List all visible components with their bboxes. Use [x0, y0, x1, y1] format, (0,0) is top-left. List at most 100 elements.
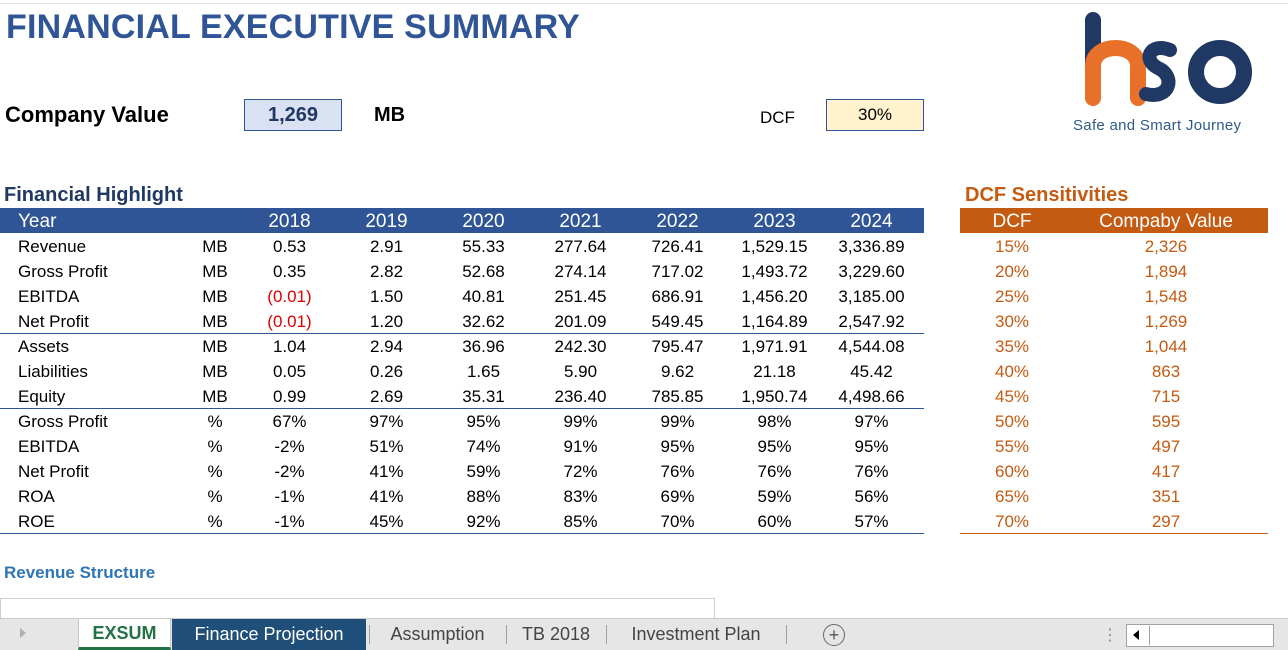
value-cell[interactable]: 3,336.89 — [838, 237, 905, 256]
row-unit[interactable]: % — [207, 462, 223, 481]
value-cell[interactable]: 1.65 — [466, 362, 501, 381]
value-cell[interactable]: 686.91 — [651, 287, 704, 306]
row-label[interactable]: EBITDA — [18, 437, 80, 456]
value-cell[interactable]: 9.62 — [660, 362, 695, 381]
value-cell[interactable]: 99% — [563, 412, 598, 431]
company-value-cell[interactable]: 715 — [1151, 387, 1181, 406]
value-cell[interactable]: -2% — [274, 462, 305, 481]
value-cell[interactable]: 67% — [272, 412, 307, 431]
value-cell[interactable]: 1.04 — [272, 337, 307, 356]
company-value-cell[interactable]: 1,269 — [1144, 312, 1188, 331]
company-value-cell[interactable]: 2,326 — [1144, 237, 1188, 256]
value-cell[interactable]: 726.41 — [651, 237, 704, 256]
value-cell[interactable]: 1,456.20 — [741, 287, 808, 306]
value-cell[interactable]: 92% — [466, 512, 501, 531]
value-cell[interactable]: 88% — [466, 487, 501, 506]
value-cell[interactable]: 95% — [466, 412, 501, 431]
row-label[interactable]: Net Profit — [18, 462, 89, 481]
row-unit[interactable]: MB — [202, 312, 228, 331]
dcf-rate-cell[interactable]: 50% — [994, 412, 1030, 431]
value-cell[interactable]: 3,229.60 — [838, 262, 905, 281]
value-cell[interactable]: 2.69 — [369, 387, 404, 406]
value-cell[interactable]: 36.96 — [462, 337, 505, 356]
company-value-cell[interactable]: 417 — [1151, 462, 1181, 481]
value-cell[interactable]: 1,164.89 — [741, 312, 808, 331]
value-cell[interactable]: 70% — [660, 512, 695, 531]
value-cell[interactable]: 2.91 — [369, 237, 404, 256]
value-cell[interactable]: 85% — [563, 512, 598, 531]
value-cell[interactable]: -1% — [274, 487, 305, 506]
tab-exsum[interactable]: EXSUM — [78, 619, 171, 650]
value-cell[interactable]: 45% — [369, 512, 404, 531]
scroll-tabs-right-icon[interactable] — [20, 628, 26, 638]
value-cell[interactable]: 795.47 — [651, 337, 704, 356]
value-cell[interactable]: 40.81 — [462, 287, 505, 306]
value-cell[interactable]: 2.94 — [369, 337, 404, 356]
value-cell[interactable]: 2,547.92 — [838, 312, 905, 331]
row-label[interactable]: Equity — [18, 387, 66, 406]
company-value-cell[interactable]: 1,044 — [1144, 337, 1188, 356]
value-cell[interactable]: 274.14 — [554, 262, 607, 281]
value-cell[interactable]: 32.62 — [462, 312, 505, 331]
tab-finance-projection[interactable]: Finance Projection — [172, 619, 366, 650]
company-value-cell[interactable]: 351 — [1151, 487, 1181, 506]
value-cell[interactable]: 45.42 — [850, 362, 893, 381]
value-cell[interactable]: 1,971.91 — [741, 337, 808, 356]
value-cell[interactable]: 74% — [466, 437, 501, 456]
value-cell[interactable]: 83% — [563, 487, 598, 506]
dcf-rate-cell[interactable]: 45% — [994, 387, 1030, 406]
dcf-input-cell[interactable]: 30% — [826, 99, 924, 131]
tab-tb-2018[interactable]: TB 2018 — [521, 624, 591, 644]
value-cell[interactable]: 52.68 — [462, 262, 505, 281]
value-cell[interactable]: 0.53 — [272, 237, 307, 256]
company-value-cell[interactable]: 863 — [1151, 362, 1181, 381]
company-value-cell[interactable]: 1,894 — [1144, 262, 1188, 281]
value-cell[interactable]: 76% — [660, 462, 695, 481]
scroll-left-icon[interactable] — [1133, 630, 1139, 640]
dcf-rate-cell[interactable]: 25% — [994, 287, 1030, 306]
company-value-cell[interactable]: 595 — [1151, 412, 1181, 431]
row-unit[interactable]: MB — [202, 237, 228, 256]
row-label[interactable]: Gross Profit — [18, 412, 108, 431]
row-unit[interactable]: % — [207, 512, 223, 531]
value-cell[interactable]: 1,493.72 — [741, 262, 808, 281]
row-unit[interactable]: MB — [202, 337, 228, 356]
row-label[interactable]: Gross Profit — [18, 262, 108, 281]
revenue-chart-frame[interactable] — [0, 598, 715, 619]
value-cell[interactable]: 55.33 — [462, 237, 505, 256]
dcf-rate-cell[interactable]: 40% — [994, 362, 1030, 381]
value-cell[interactable]: 41% — [369, 487, 404, 506]
value-cell[interactable]: 277.64 — [554, 237, 607, 256]
row-label[interactable]: EBITDA — [18, 287, 80, 306]
row-unit[interactable]: MB — [202, 362, 228, 381]
value-cell[interactable]: 549.45 — [651, 312, 704, 331]
value-cell[interactable]: 59% — [757, 487, 792, 506]
value-cell[interactable]: 4,498.66 — [838, 387, 905, 406]
company-value-cell[interactable]: 497 — [1151, 437, 1181, 456]
dcf-rate-cell[interactable]: 30% — [994, 312, 1030, 331]
value-cell[interactable]: 69% — [660, 487, 695, 506]
value-cell[interactable]: 1.50 — [369, 287, 404, 306]
row-unit[interactable]: % — [207, 412, 223, 431]
value-cell[interactable]: 56% — [854, 487, 889, 506]
value-cell[interactable]: -1% — [274, 512, 305, 531]
value-cell[interactable]: 201.09 — [554, 312, 607, 331]
value-cell[interactable]: 0.26 — [369, 362, 404, 381]
row-unit[interactable]: % — [207, 487, 223, 506]
row-label[interactable]: Revenue — [18, 237, 87, 256]
value-cell[interactable]: -2% — [274, 437, 305, 456]
company-value-cell[interactable]: 297 — [1151, 512, 1181, 531]
row-label[interactable]: ROA — [18, 487, 55, 506]
row-unit[interactable]: MB — [202, 262, 228, 281]
value-cell[interactable]: 1.20 — [369, 312, 404, 331]
row-unit[interactable]: MB — [202, 287, 228, 306]
row-unit[interactable]: % — [207, 437, 223, 456]
value-cell[interactable]: 2.82 — [369, 262, 404, 281]
value-cell[interactable]: 785.85 — [651, 387, 704, 406]
value-cell[interactable]: 59% — [466, 462, 501, 481]
value-cell[interactable]: 72% — [563, 462, 598, 481]
value-cell[interactable]: 98% — [757, 412, 792, 431]
dcf-rate-cell[interactable]: 70% — [994, 512, 1030, 531]
dcf-rate-cell[interactable]: 60% — [994, 462, 1030, 481]
row-label[interactable]: Liabilities — [18, 362, 88, 381]
